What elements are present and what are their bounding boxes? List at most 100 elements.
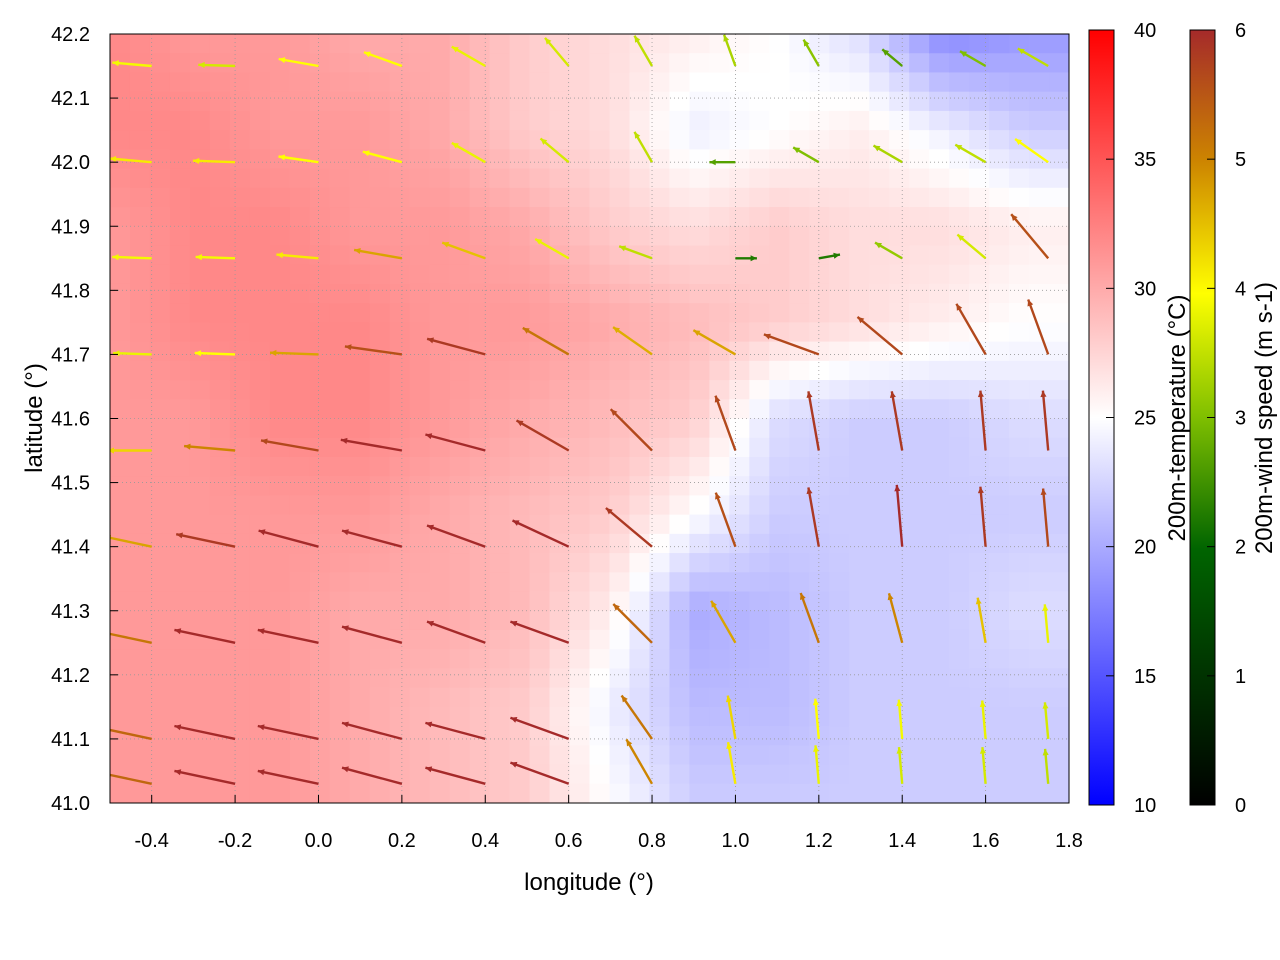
heatmap-cell bbox=[309, 668, 331, 689]
heatmap-cell bbox=[409, 783, 431, 803]
heatmap-cell bbox=[449, 476, 471, 497]
heatmap-cell bbox=[929, 437, 950, 458]
y-tick-label: 42.1 bbox=[51, 88, 90, 110]
heatmap-cell bbox=[829, 207, 850, 227]
heatmap-cell bbox=[549, 591, 571, 612]
heatmap-cell bbox=[989, 687, 1010, 708]
heatmap-cell bbox=[369, 168, 391, 189]
heatmap-cell bbox=[189, 283, 211, 304]
heatmap-cell bbox=[589, 187, 611, 208]
heatmap-cell bbox=[1009, 726, 1030, 746]
heatmap-cell bbox=[929, 476, 950, 497]
heatmap-cell bbox=[749, 783, 770, 803]
heatmap-cell bbox=[669, 110, 690, 131]
heatmap-cell bbox=[1049, 437, 1069, 458]
heatmap-cell bbox=[649, 264, 671, 285]
heatmap-cell bbox=[989, 514, 1010, 535]
heatmap-cell bbox=[289, 187, 311, 208]
heatmap-cell bbox=[269, 149, 291, 170]
heatmap-cell bbox=[749, 303, 770, 323]
heatmap-cell bbox=[629, 572, 651, 593]
heatmap-cell bbox=[469, 687, 491, 708]
heatmap-cell bbox=[949, 130, 970, 150]
heatmap-cell bbox=[1049, 553, 1069, 573]
heatmap-cell bbox=[569, 53, 591, 74]
heatmap-cell bbox=[609, 495, 631, 516]
wind-vector bbox=[340, 437, 403, 452]
heatmap-cell bbox=[649, 668, 671, 689]
heatmap-cell bbox=[309, 514, 331, 535]
heatmap-cell bbox=[849, 168, 870, 189]
heatmap-cell bbox=[909, 610, 930, 631]
heatmap-cell bbox=[969, 341, 990, 362]
heatmap-cell bbox=[749, 72, 770, 93]
heatmap-cell bbox=[709, 226, 730, 247]
heatmap-cell bbox=[749, 514, 770, 535]
heatmap-cell bbox=[869, 456, 890, 477]
heatmap-cell bbox=[169, 91, 191, 112]
heatmap-cell bbox=[469, 110, 491, 131]
heatmap-cell bbox=[389, 283, 411, 304]
heatmap-cell bbox=[869, 437, 890, 458]
heatmap-cell bbox=[749, 168, 770, 189]
heatmap-cell bbox=[249, 226, 271, 247]
heatmap-cell bbox=[869, 34, 890, 54]
heatmap-cell bbox=[389, 418, 411, 439]
heatmap-cell bbox=[1009, 168, 1030, 189]
heatmap-cell bbox=[589, 322, 611, 343]
heatmap-cell bbox=[889, 726, 910, 746]
heatmap-cell bbox=[1049, 34, 1069, 54]
heatmap-cell bbox=[489, 687, 511, 708]
heatmap-cell bbox=[669, 399, 690, 420]
wind-vector bbox=[818, 252, 841, 260]
heatmap-cell bbox=[589, 130, 611, 150]
heatmap-cell bbox=[149, 706, 171, 727]
heatmap-cell bbox=[169, 745, 191, 766]
heatmap-cell bbox=[369, 399, 391, 420]
heatmap-cell bbox=[969, 322, 990, 343]
heatmap-cell bbox=[1049, 629, 1069, 650]
heatmap-cell bbox=[229, 322, 251, 343]
heatmap-cell bbox=[929, 553, 950, 573]
heatmap-cell bbox=[289, 303, 311, 323]
heatmap-cell bbox=[729, 629, 750, 650]
heatmap-cell bbox=[609, 418, 631, 439]
colorbar-tick-label: 2 bbox=[1235, 537, 1246, 559]
wind-vector bbox=[278, 154, 319, 164]
heatmap-cell bbox=[369, 264, 391, 285]
wind-vector bbox=[441, 241, 486, 260]
heatmap-cell bbox=[529, 245, 551, 266]
heatmap-cell bbox=[449, 226, 471, 247]
heatmap-cell bbox=[869, 668, 890, 689]
heatmap-cell bbox=[289, 245, 311, 266]
heatmap-cell bbox=[849, 418, 870, 439]
heatmap-cell bbox=[149, 322, 171, 343]
heatmap-cell bbox=[929, 322, 950, 343]
heatmap-cell bbox=[649, 380, 671, 400]
heatmap-cell bbox=[1029, 110, 1050, 131]
heatmap-cell bbox=[829, 283, 850, 304]
heatmap-cell bbox=[129, 783, 151, 803]
heatmap-cell bbox=[829, 495, 850, 516]
heatmap-cell bbox=[509, 341, 531, 362]
heatmap-cell bbox=[389, 591, 411, 612]
heatmap-cell bbox=[1009, 207, 1030, 227]
heatmap-cell bbox=[649, 456, 671, 477]
heatmap-cell bbox=[110, 610, 131, 631]
wind-vector bbox=[174, 724, 236, 741]
heatmap-cell bbox=[929, 303, 950, 323]
heatmap-cell bbox=[509, 380, 531, 400]
heatmap-cell bbox=[649, 53, 671, 74]
heatmap-cell bbox=[969, 437, 990, 458]
heatmap-cell bbox=[909, 283, 930, 304]
heatmap-cell bbox=[149, 207, 171, 227]
wind-vector bbox=[195, 254, 236, 261]
heatmap-cell bbox=[369, 53, 391, 74]
heatmap-cell bbox=[749, 91, 770, 112]
heatmap-cell bbox=[869, 91, 890, 112]
heatmap-cell bbox=[569, 514, 591, 535]
heatmap-cell bbox=[909, 783, 930, 803]
heatmap-cell bbox=[709, 706, 730, 727]
heatmap-cell bbox=[869, 149, 890, 170]
heatmap-cell bbox=[489, 745, 511, 766]
